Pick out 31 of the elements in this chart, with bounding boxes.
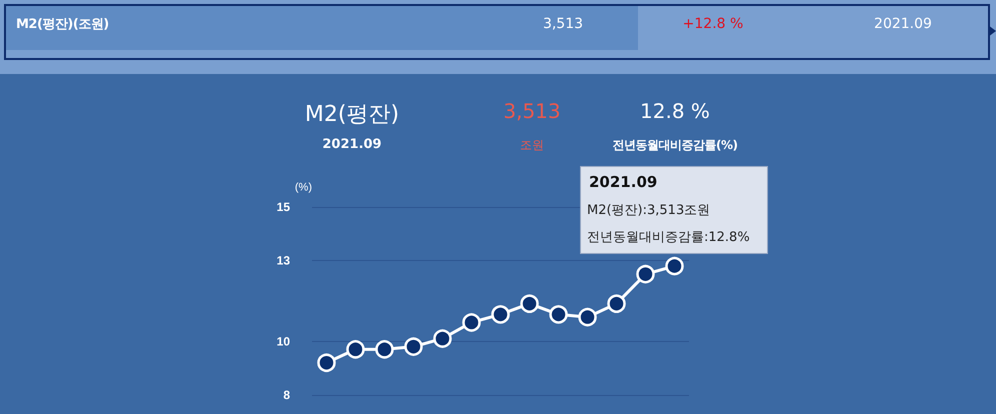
point xyxy=(578,308,597,326)
text: 조원 xyxy=(520,137,544,154)
point xyxy=(607,294,626,313)
point xyxy=(520,294,539,313)
annotation: M2(평잔):3,513조원 xyxy=(587,202,710,219)
point xyxy=(375,340,394,359)
chart-subtitle: 2021.09 xyxy=(589,173,658,191)
annotation: 전년동월대비증감률:12.8% xyxy=(587,229,750,246)
y-tick-label: 8 xyxy=(283,388,290,402)
y-axis-title: (%) xyxy=(294,182,312,194)
point xyxy=(317,354,336,372)
point xyxy=(636,264,655,284)
text: 3,513 xyxy=(542,16,584,32)
text: 2021.09 xyxy=(322,137,382,152)
point xyxy=(462,313,481,332)
point xyxy=(491,305,510,324)
point xyxy=(549,305,568,324)
point xyxy=(404,337,423,356)
text: 3,513 xyxy=(503,99,561,123)
y-tick-label: 15 xyxy=(276,200,290,214)
point xyxy=(433,329,452,348)
chart-title: M2(평잔) xyxy=(304,101,400,129)
text: 2021.09 xyxy=(874,16,932,32)
text: M2(평잔)(조원) xyxy=(16,16,109,33)
text: 전년동월대비증감률(%) xyxy=(612,137,738,154)
y-tick-label: 10 xyxy=(276,334,290,348)
text: 12.8 % xyxy=(640,99,710,123)
text: +12.8 % xyxy=(682,16,744,32)
point xyxy=(346,340,365,359)
y-tick-label: 13 xyxy=(276,254,290,268)
point xyxy=(665,256,684,276)
